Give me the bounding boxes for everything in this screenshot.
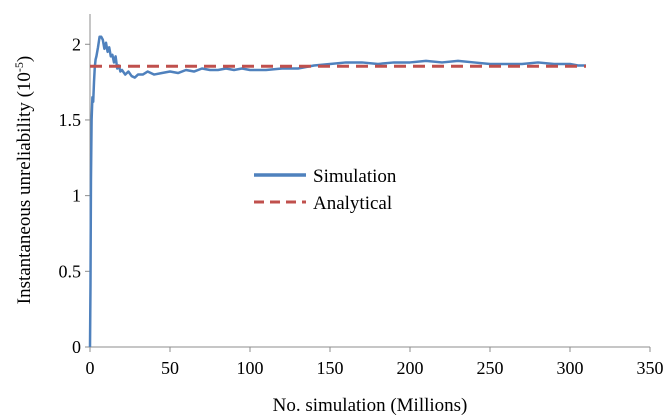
y-tick-label: 1 — [72, 186, 81, 206]
y-ticks: 0 0.5 1 1.5 2 — [59, 34, 90, 357]
x-tick-label: 0 — [86, 358, 95, 378]
x-tick-label: 300 — [557, 358, 584, 378]
legend-label-analytical: Analytical — [313, 193, 392, 214]
x-axis-title: No. simulation (Millions) — [273, 395, 468, 415]
y-tick-label: 0 — [72, 337, 81, 357]
x-tick-label: 350 — [637, 358, 664, 378]
x-tick-label: 200 — [397, 358, 424, 378]
x-tick-label: 250 — [477, 358, 504, 378]
x-tick-label: 50 — [161, 358, 179, 378]
y-axis-title-superscript: -5 — [12, 62, 26, 72]
x-ticks: 0 50 100 150 200 250 300 350 — [86, 347, 664, 378]
series-layer — [88, 35, 586, 348]
y-tick-label: 2 — [72, 34, 81, 54]
legend: Simulation Analytical — [254, 166, 397, 214]
series-line-simulation — [88, 35, 586, 348]
y-axis-title-main: Instantaneous unreliability (10 — [14, 72, 35, 304]
y-axis-title: Instantaneous unreliability (10-5) — [12, 56, 35, 305]
legend-label-simulation: Simulation — [313, 166, 397, 187]
y-tick-label: 0.5 — [59, 261, 82, 281]
y-axis-title-close: ) — [14, 56, 35, 62]
x-tick-label: 100 — [237, 358, 264, 378]
y-tick-label: 1.5 — [59, 110, 82, 130]
x-tick-label: 150 — [317, 358, 344, 378]
